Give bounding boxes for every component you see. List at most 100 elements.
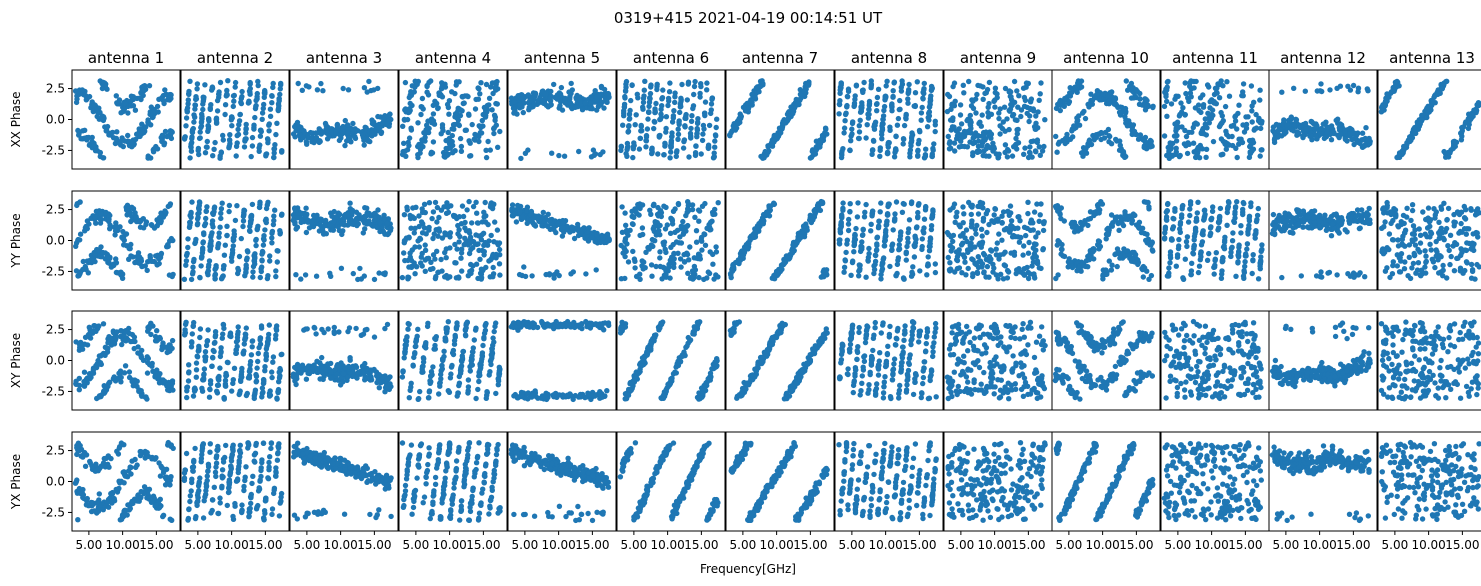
data-point	[982, 90, 988, 97]
data-point	[1086, 138, 1092, 145]
data-point	[663, 204, 669, 211]
data-point	[856, 135, 862, 142]
data-point	[623, 150, 629, 157]
data-point	[622, 88, 629, 94]
data-point	[113, 136, 120, 143]
data-point	[422, 242, 428, 248]
data-point	[639, 128, 645, 134]
data-point	[671, 108, 677, 114]
data-point	[312, 213, 318, 220]
data-point	[1021, 94, 1028, 101]
data-point	[1075, 117, 1081, 124]
data-point	[712, 138, 718, 144]
panel-1-6: antenna 6	[616, 49, 726, 170]
data-point	[879, 131, 885, 138]
column-title: antenna 5	[524, 49, 600, 67]
data-point	[699, 203, 706, 209]
data-point	[628, 97, 634, 104]
data-point	[1327, 87, 1333, 93]
data-point	[188, 276, 195, 283]
data-point	[863, 201, 869, 208]
data-point	[672, 99, 678, 106]
data-point	[649, 145, 655, 151]
data-point	[1122, 114, 1128, 120]
data-point	[691, 83, 698, 90]
data-point	[647, 90, 654, 97]
data-point	[187, 155, 193, 161]
data-point	[401, 238, 408, 244]
data-point	[1007, 203, 1014, 209]
data-point	[522, 273, 529, 280]
data-point	[1055, 141, 1062, 147]
data-point	[485, 221, 491, 228]
data-point	[532, 91, 539, 98]
data-point	[919, 104, 925, 111]
data-point	[978, 226, 985, 232]
data-point	[689, 268, 696, 274]
data-point	[1211, 99, 1217, 105]
data-point	[1466, 115, 1472, 121]
data-point	[1214, 90, 1220, 96]
data-point	[1033, 149, 1039, 155]
data-point	[686, 154, 692, 160]
data-point	[543, 91, 549, 97]
data-point	[415, 143, 421, 150]
data-point	[575, 221, 581, 228]
data-point	[224, 92, 230, 99]
data-point	[872, 261, 878, 268]
data-point	[924, 263, 931, 269]
data-point	[269, 93, 275, 99]
data-point	[707, 249, 713, 255]
data-point	[221, 252, 228, 258]
data-point	[659, 276, 665, 282]
data-point	[444, 200, 450, 206]
data-point	[697, 94, 703, 100]
data-point	[419, 209, 426, 216]
data-point	[968, 211, 974, 218]
data-point	[778, 130, 784, 136]
data-point	[874, 101, 880, 107]
data-point	[594, 107, 600, 113]
data-point	[684, 251, 691, 258]
data-point	[682, 123, 688, 129]
data-point	[459, 203, 466, 209]
data-point	[996, 151, 1002, 157]
column-title: antenna 7	[742, 49, 818, 67]
data-point	[466, 112, 472, 118]
data-point	[1080, 153, 1086, 159]
data-point	[418, 104, 424, 110]
data-point	[680, 145, 687, 151]
data-point	[195, 211, 201, 217]
data-point	[1133, 87, 1139, 93]
data-point	[906, 226, 912, 232]
data-point	[443, 137, 449, 144]
data-point	[645, 244, 651, 251]
data-point	[546, 217, 553, 224]
data-point	[279, 149, 285, 155]
data-point	[1407, 138, 1413, 145]
data-point	[267, 113, 274, 120]
data-point	[919, 236, 925, 242]
data-point	[677, 104, 683, 110]
data-point	[1273, 121, 1280, 128]
data-point	[520, 109, 526, 116]
data-point	[314, 87, 321, 93]
data-point	[458, 255, 464, 261]
data-point	[667, 80, 673, 86]
data-point	[1093, 134, 1100, 141]
data-point	[1230, 123, 1236, 129]
data-point	[404, 116, 411, 123]
data-point	[206, 116, 212, 122]
data-point	[199, 115, 205, 121]
data-point	[489, 107, 495, 113]
data-point	[459, 268, 465, 274]
data-point	[75, 273, 81, 279]
data-point	[137, 95, 143, 101]
data-point	[878, 276, 884, 282]
data-point	[804, 227, 810, 233]
data-point	[186, 90, 192, 97]
data-point	[189, 128, 195, 135]
data-point	[472, 106, 479, 112]
data-point	[1435, 91, 1441, 98]
data-point	[1324, 129, 1330, 135]
